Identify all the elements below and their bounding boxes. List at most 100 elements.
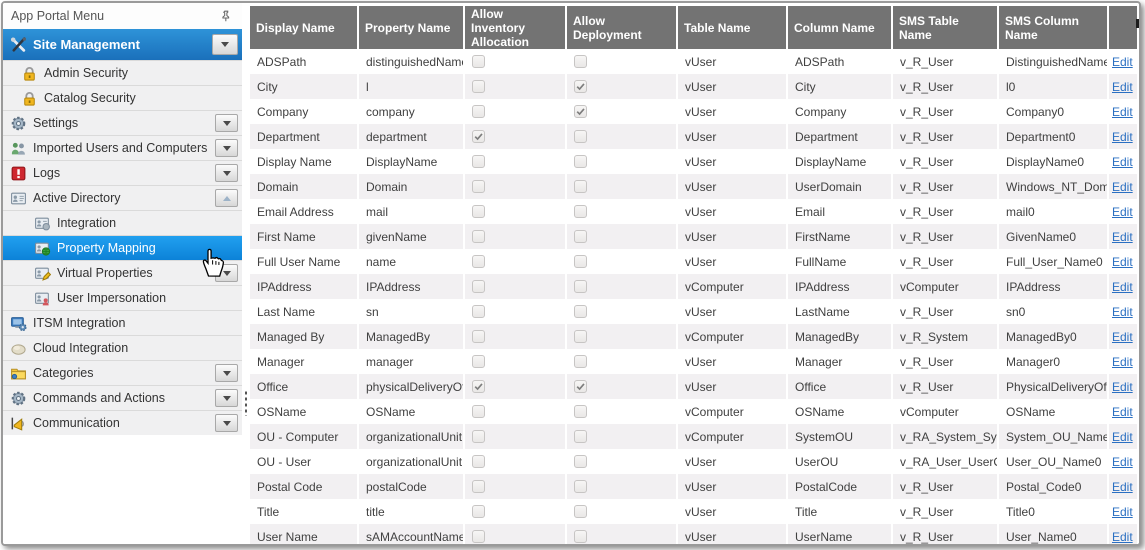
expand-button[interactable] xyxy=(215,389,238,407)
allow-inventory-allocation-checkbox[interactable] xyxy=(472,155,485,168)
allow-deployment-checkbox[interactable] xyxy=(574,330,587,343)
column-header[interactable]: Allow Deployment xyxy=(567,6,678,49)
column-header[interactable]: Column Name xyxy=(788,6,893,49)
sidebar-item-communication[interactable]: Communication xyxy=(3,410,242,435)
actions-cell: Edit xyxy=(1109,99,1137,124)
edit-link[interactable]: Edit xyxy=(1112,304,1133,319)
allow-inventory-allocation-checkbox[interactable] xyxy=(472,130,485,143)
allow-deployment-checkbox[interactable] xyxy=(574,55,587,68)
allow-deployment-checkbox[interactable] xyxy=(574,455,587,468)
allow-inventory-allocation-checkbox[interactable] xyxy=(472,255,485,268)
allow-deployment-checkbox[interactable] xyxy=(574,105,587,118)
edit-link[interactable]: Edit xyxy=(1112,79,1133,94)
allow-inventory-allocation-checkbox[interactable] xyxy=(472,505,485,518)
allow-inventory-allocation-checkbox[interactable] xyxy=(472,430,485,443)
expand-button[interactable] xyxy=(215,414,238,432)
sidebar-item-integration[interactable]: Integration xyxy=(3,210,242,235)
expand-button[interactable] xyxy=(215,164,238,182)
column-header[interactable]: Table Name xyxy=(678,6,788,49)
allow-inventory-allocation-checkbox[interactable] xyxy=(472,280,485,293)
allow-deployment-checkbox[interactable] xyxy=(574,505,587,518)
sidebar-item-site-management[interactable]: Site Management xyxy=(3,29,242,60)
pin-icon[interactable] xyxy=(218,8,234,24)
allow-inventory-allocation-checkbox[interactable] xyxy=(472,105,485,118)
edit-link[interactable]: Edit xyxy=(1112,379,1133,394)
sidebar-item-categories[interactable]: Categories xyxy=(3,360,242,385)
sidebar-item-active-directory[interactable]: Active Directory xyxy=(3,185,242,210)
edit-link[interactable]: Edit xyxy=(1112,404,1133,419)
edit-link[interactable]: Edit xyxy=(1112,254,1133,269)
allow-deployment-checkbox[interactable] xyxy=(574,355,587,368)
expand-button[interactable] xyxy=(212,34,238,55)
column-header[interactable] xyxy=(1109,6,1137,49)
edit-link[interactable]: Edit xyxy=(1112,529,1133,544)
allow-deployment-checkbox[interactable] xyxy=(574,130,587,143)
expand-button[interactable] xyxy=(215,114,238,132)
edit-link[interactable]: Edit xyxy=(1112,504,1133,519)
sidebar-item-virtual-properties[interactable]: Virtual Properties xyxy=(3,260,242,285)
allow-inventory-allocation-checkbox[interactable] xyxy=(472,180,485,193)
edit-link[interactable]: Edit xyxy=(1112,229,1133,244)
allow-deployment-checkbox[interactable] xyxy=(574,380,587,393)
allow-deployment-checkbox[interactable] xyxy=(574,305,587,318)
edit-link[interactable]: Edit xyxy=(1112,54,1133,69)
allow-deployment-checkbox[interactable] xyxy=(574,530,587,543)
allow-inventory-allocation-checkbox[interactable] xyxy=(472,530,485,543)
edit-link[interactable]: Edit xyxy=(1112,104,1133,119)
allow-deployment-checkbox[interactable] xyxy=(574,280,587,293)
sidebar-item-commands-and-actions[interactable]: Commands and Actions xyxy=(3,385,242,410)
edit-link[interactable]: Edit xyxy=(1112,354,1133,369)
sidebar-item-admin-security[interactable]: Admin Security xyxy=(3,60,242,85)
edit-link[interactable]: Edit xyxy=(1112,454,1133,469)
sidebar-item-itsm-integration[interactable]: ITSM Integration xyxy=(3,310,242,335)
edit-link[interactable]: Edit xyxy=(1112,279,1133,294)
sidebar-item-user-impersonation[interactable]: User Impersonation xyxy=(3,285,242,310)
edit-link[interactable]: Edit xyxy=(1112,329,1133,344)
allow-inventory-allocation-checkbox[interactable] xyxy=(472,205,485,218)
column-header[interactable]: Allow Inventory Allocation xyxy=(465,6,567,49)
table-body: ADSPath distinguishedName vUser ADSPath v_R_… xyxy=(250,49,1139,544)
edit-link[interactable]: Edit xyxy=(1112,129,1133,144)
table-name-cell: vUser xyxy=(678,99,788,124)
allow-deployment-checkbox[interactable] xyxy=(574,205,587,218)
allow-inventory-allocation-checkbox[interactable] xyxy=(472,80,485,93)
allow-inventory-allocation-checkbox[interactable] xyxy=(472,230,485,243)
allow-deployment-checkbox[interactable] xyxy=(574,430,587,443)
sidebar-item-logs[interactable]: Logs xyxy=(3,160,242,185)
allow-inventory-allocation-checkbox[interactable] xyxy=(472,355,485,368)
sidebar-item-settings[interactable]: Settings xyxy=(3,110,242,135)
allow-deployment-checkbox[interactable] xyxy=(574,480,587,493)
allow-inventory-allocation-checkbox[interactable] xyxy=(472,380,485,393)
column-header[interactable]: Property Name xyxy=(359,6,465,49)
edit-link[interactable]: Edit xyxy=(1112,479,1133,494)
expand-button[interactable] xyxy=(215,139,238,157)
allow-inventory-allocation-checkbox[interactable] xyxy=(472,330,485,343)
table-row: Company company vUser Company v_R_User Compan… xyxy=(250,99,1139,124)
allow-deployment-checkbox[interactable] xyxy=(574,155,587,168)
sidebar-item-cloud-integration[interactable]: Cloud Integration xyxy=(3,335,242,360)
allow-deployment-checkbox[interactable] xyxy=(574,230,587,243)
allow-inventory-allocation-checkbox[interactable] xyxy=(472,55,485,68)
allow-deployment-checkbox[interactable] xyxy=(574,80,587,93)
column-header[interactable]: Display Name xyxy=(250,6,359,49)
splitter-grip-handle[interactable] xyxy=(244,390,248,416)
allow-inventory-allocation-checkbox[interactable] xyxy=(472,455,485,468)
edit-link[interactable]: Edit xyxy=(1112,204,1133,219)
edit-link[interactable]: Edit xyxy=(1112,179,1133,194)
allow-inventory-allocation-checkbox[interactable] xyxy=(472,405,485,418)
allow-deployment-checkbox[interactable] xyxy=(574,405,587,418)
collapse-button[interactable] xyxy=(215,189,238,207)
column-header[interactable]: SMS Column Name xyxy=(999,6,1109,49)
edit-link[interactable]: Edit xyxy=(1112,154,1133,169)
expand-button[interactable] xyxy=(215,264,238,282)
allow-inventory-allocation-checkbox[interactable] xyxy=(472,480,485,493)
edit-link[interactable]: Edit xyxy=(1112,429,1133,444)
sidebar-item-catalog-security[interactable]: Catalog Security xyxy=(3,85,242,110)
column-header[interactable]: SMS Table Name xyxy=(893,6,999,49)
expand-button[interactable] xyxy=(215,364,238,382)
allow-deployment-checkbox[interactable] xyxy=(574,180,587,193)
sidebar-item-property-mapping[interactable]: Property Mapping xyxy=(3,235,242,260)
sidebar-item-imported-users-and-computers[interactable]: Imported Users and Computers xyxy=(3,135,242,160)
allow-inventory-allocation-checkbox[interactable] xyxy=(472,305,485,318)
allow-deployment-checkbox[interactable] xyxy=(574,255,587,268)
